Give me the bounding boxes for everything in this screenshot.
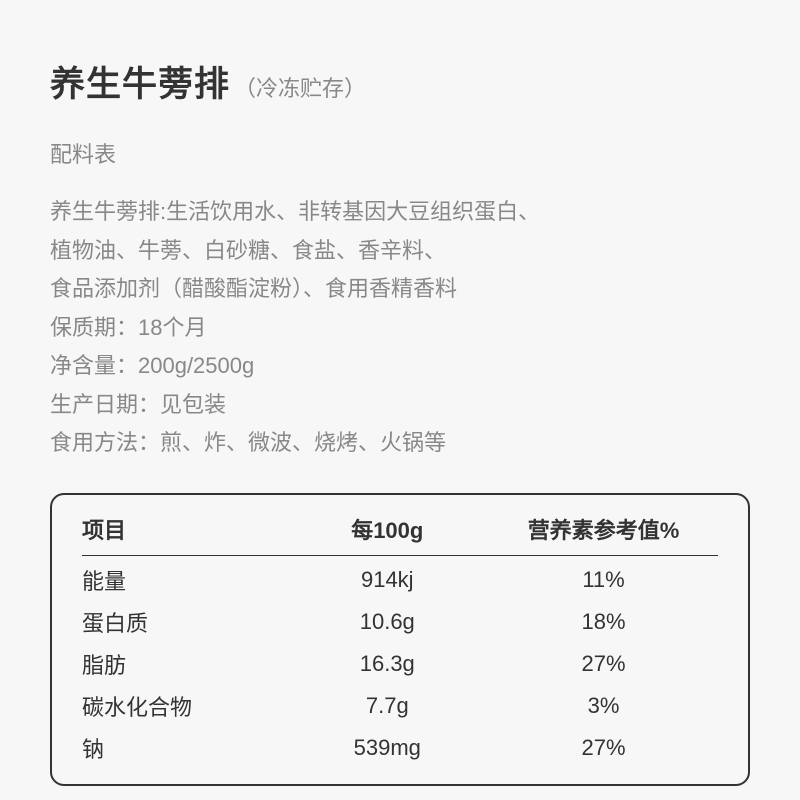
product-subtitle: （冷冻贮存） bbox=[234, 71, 366, 103]
product-title: 养生牛蒡排 bbox=[50, 56, 230, 107]
cell-nrv: 3% bbox=[489, 682, 718, 724]
cell-item: 碳水化合物 bbox=[82, 682, 286, 724]
info-line: 食用方法：煎、炸、微波、烧烤、火锅等 bbox=[50, 424, 750, 463]
info-line: 养生牛蒡排:生活饮用水、非转基因大豆组织蛋白、 bbox=[50, 193, 750, 232]
cell-per: 16.3g bbox=[286, 640, 490, 682]
info-line: 保质期：18个月 bbox=[50, 309, 750, 348]
table-row: 能量 914kj 11% bbox=[82, 555, 718, 598]
cell-item: 能量 bbox=[82, 555, 286, 598]
cell-nrv: 11% bbox=[489, 555, 718, 598]
table-row: 脂肪 16.3g 27% bbox=[82, 640, 718, 682]
ingredients-info-block: 养生牛蒡排:生活饮用水、非转基因大豆组织蛋白、 植物油、牛蒡、白砂糖、食盐、香辛… bbox=[50, 193, 750, 463]
col-header-nrv: 营养素参考值% bbox=[489, 513, 718, 556]
table-header-row: 项目 每100g 营养素参考值% bbox=[82, 513, 718, 556]
cell-nrv: 18% bbox=[489, 598, 718, 640]
col-header-item: 项目 bbox=[82, 513, 286, 556]
cell-per: 539mg bbox=[286, 724, 490, 766]
nutrition-facts-box: 项目 每100g 营养素参考值% 能量 914kj 11% 蛋白质 10.6g … bbox=[50, 493, 750, 786]
info-line: 食品添加剂（醋酸酯淀粉）、食用香精香料 bbox=[50, 270, 750, 309]
table-row: 碳水化合物 7.7g 3% bbox=[82, 682, 718, 724]
cell-per: 7.7g bbox=[286, 682, 490, 724]
table-row: 钠 539mg 27% bbox=[82, 724, 718, 766]
nutrition-table: 项目 每100g 营养素参考值% 能量 914kj 11% 蛋白质 10.6g … bbox=[82, 513, 718, 766]
ingredients-heading: 配料表 bbox=[50, 137, 750, 169]
cell-item: 脂肪 bbox=[82, 640, 286, 682]
product-title-row: 养生牛蒡排 （冷冻贮存） bbox=[50, 56, 750, 107]
cell-per: 914kj bbox=[286, 555, 490, 598]
cell-item: 钠 bbox=[82, 724, 286, 766]
cell-nrv: 27% bbox=[489, 724, 718, 766]
cell-per: 10.6g bbox=[286, 598, 490, 640]
info-line: 生产日期：见包装 bbox=[50, 386, 750, 425]
table-row: 蛋白质 10.6g 18% bbox=[82, 598, 718, 640]
info-line: 净含量：200g/2500g bbox=[50, 347, 750, 386]
cell-item: 蛋白质 bbox=[82, 598, 286, 640]
info-line: 植物油、牛蒡、白砂糖、食盐、香辛料、 bbox=[50, 232, 750, 271]
cell-nrv: 27% bbox=[489, 640, 718, 682]
col-header-per100g: 每100g bbox=[286, 513, 490, 556]
